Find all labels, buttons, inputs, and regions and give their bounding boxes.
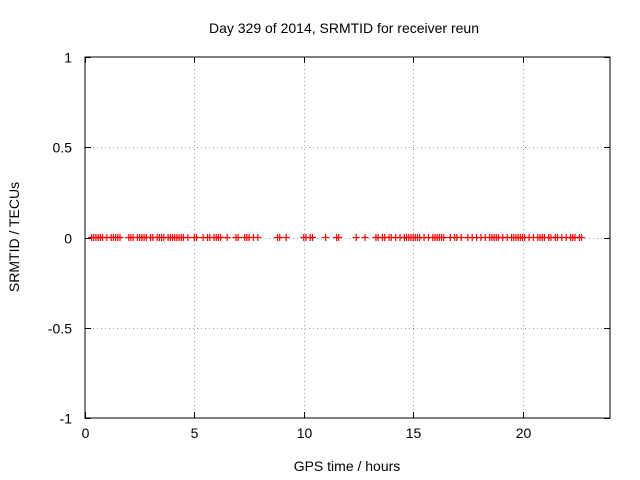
data-point bbox=[116, 234, 124, 241]
x-axis-label: GPS time / hours bbox=[294, 458, 401, 474]
data-point bbox=[335, 234, 343, 241]
data-point bbox=[223, 234, 231, 241]
data-point bbox=[184, 234, 192, 241]
data-series bbox=[88, 234, 586, 241]
data-point bbox=[254, 234, 262, 241]
x-tick-label: 15 bbox=[406, 425, 422, 441]
data-point bbox=[322, 234, 330, 241]
x-tick-label: 10 bbox=[297, 425, 313, 441]
data-point bbox=[217, 234, 225, 241]
data-point bbox=[234, 234, 242, 241]
y-tick-label: 0.5 bbox=[53, 140, 73, 156]
y-tick-label: 0 bbox=[64, 231, 72, 247]
plot-frame bbox=[84, 56, 611, 419]
data-point bbox=[193, 234, 201, 241]
data-point bbox=[440, 234, 448, 241]
axis-ticks: 0 5 10 15 20 -1 -0.5 0 0.5 1 bbox=[48, 50, 610, 441]
chart-title: Day 329 of 2014, SRMTID for receiver reu… bbox=[209, 20, 479, 36]
x-tick-label: 0 bbox=[82, 425, 90, 441]
data-point bbox=[457, 234, 465, 241]
data-point bbox=[352, 234, 360, 241]
x-tick-label: 5 bbox=[191, 425, 199, 441]
y-tick-label: -1 bbox=[60, 411, 73, 427]
y-tick-label: -0.5 bbox=[48, 321, 72, 337]
data-point bbox=[282, 234, 290, 241]
data-point bbox=[276, 234, 284, 241]
data-point bbox=[309, 234, 316, 241]
x-tick-label: 20 bbox=[516, 425, 532, 441]
data-point bbox=[361, 234, 369, 241]
y-axis-label: SRMTID / TECUs bbox=[6, 182, 22, 292]
y-tick-label: 1 bbox=[64, 50, 72, 66]
data-point bbox=[578, 234, 586, 241]
